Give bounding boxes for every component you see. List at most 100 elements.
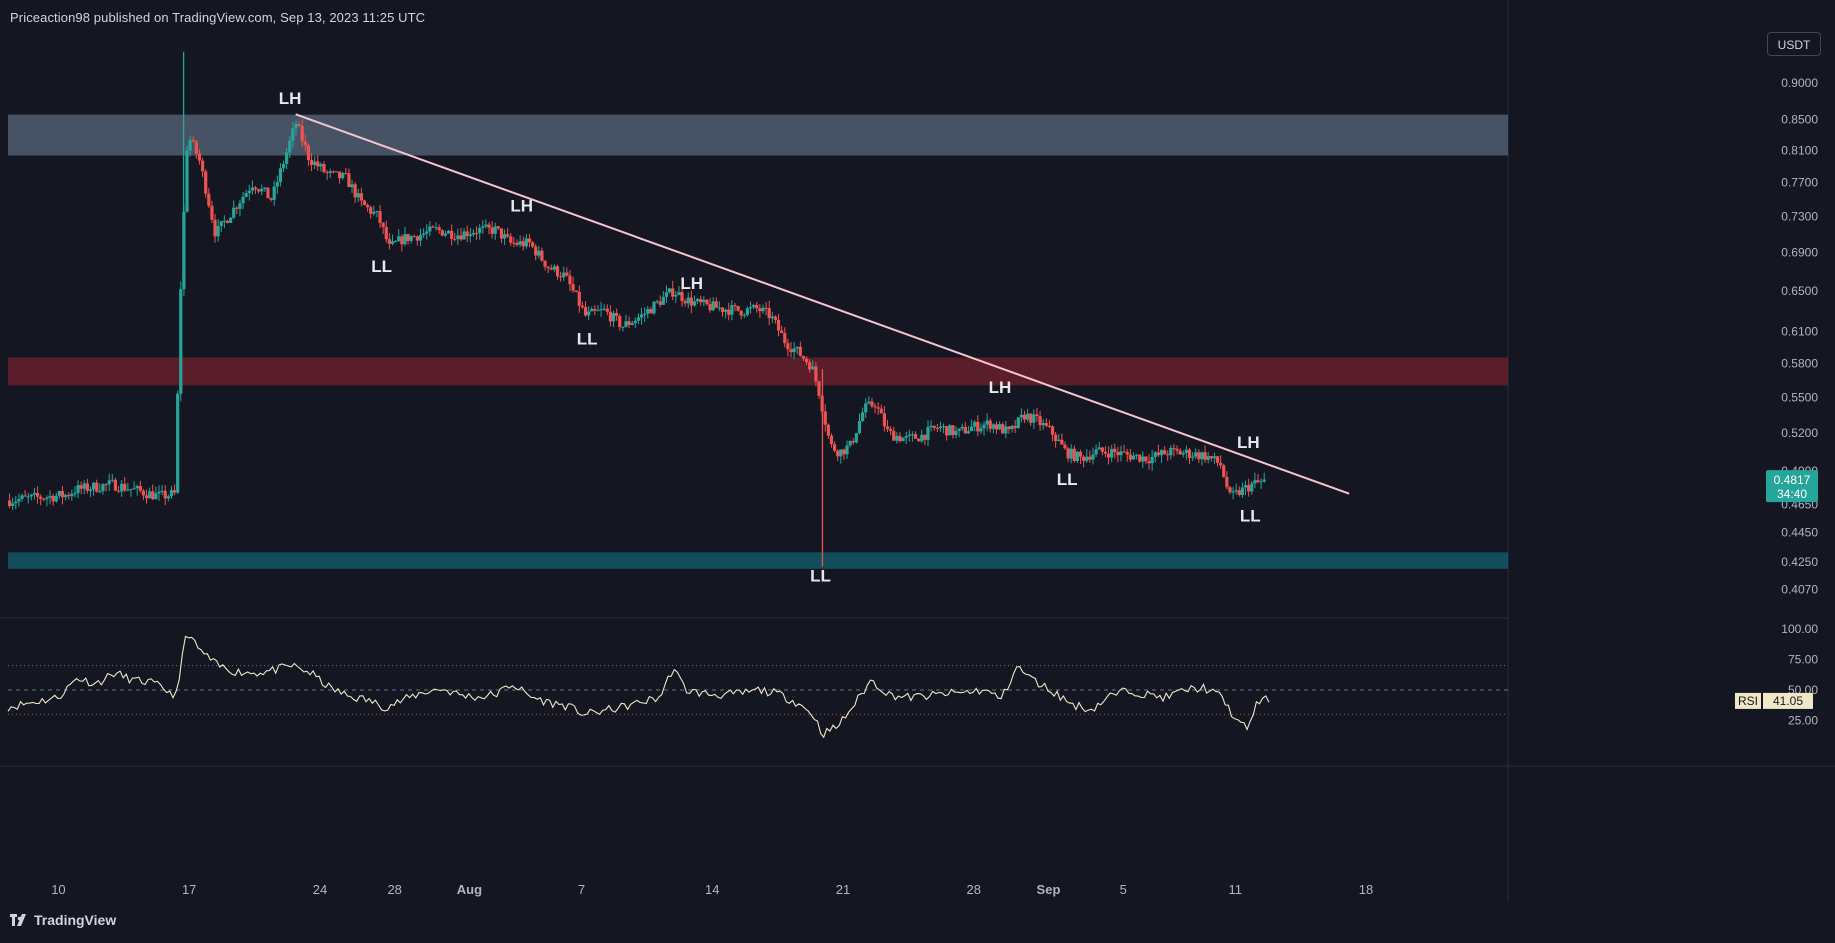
candle — [537, 245, 541, 259]
candle — [898, 432, 902, 443]
price-tick-label: 0.4450 — [1781, 526, 1818, 540]
candle — [253, 185, 258, 194]
candle-body — [758, 308, 762, 312]
candle-body — [652, 301, 656, 314]
candle-body — [7, 500, 12, 506]
candle — [29, 493, 33, 501]
candle-body — [555, 266, 560, 277]
candle — [179, 281, 183, 402]
candle-body — [294, 124, 298, 129]
candle-body — [1194, 452, 1198, 457]
candle — [493, 222, 497, 240]
candle — [45, 495, 49, 507]
candle-body — [266, 187, 270, 199]
candle-body — [1103, 451, 1108, 454]
candle — [861, 407, 865, 422]
candle — [1125, 448, 1129, 462]
candle — [20, 493, 24, 502]
candle — [200, 157, 205, 178]
candle-body — [1253, 480, 1257, 484]
candle — [456, 228, 460, 246]
candle-body — [1088, 456, 1092, 460]
candle — [468, 227, 472, 243]
candle — [932, 425, 936, 431]
candle — [210, 200, 214, 224]
candle-body — [583, 307, 588, 316]
candle — [92, 481, 96, 496]
candle-body — [462, 231, 466, 240]
candle-body — [966, 431, 971, 434]
candle — [913, 431, 918, 439]
rsi-tick-label: 100.00 — [1781, 622, 1818, 636]
trendline[interactable] — [295, 113, 1350, 495]
candle — [1054, 431, 1058, 448]
candle-body — [1035, 414, 1039, 417]
rsi-value-badge: RSI 41.05 — [1735, 692, 1813, 709]
candle-body — [639, 314, 644, 318]
candle — [334, 171, 339, 173]
candle-body — [892, 430, 896, 441]
candle — [260, 184, 264, 196]
candle-body — [1178, 450, 1182, 455]
candle-body — [197, 153, 202, 161]
candle-body — [331, 171, 335, 173]
candle-body — [151, 491, 155, 500]
footer-brand[interactable]: TradingView — [10, 912, 116, 928]
publisher-caption: Priceaction98 published on TradingView.c… — [10, 10, 426, 25]
candle — [1007, 425, 1011, 434]
candle-body — [1097, 447, 1101, 450]
candle — [1237, 486, 1241, 497]
candle — [1088, 450, 1092, 463]
candle — [443, 230, 448, 238]
candle — [1110, 444, 1114, 463]
candle — [1240, 482, 1245, 498]
candle — [1175, 445, 1179, 455]
candle — [842, 448, 846, 460]
candle-body — [51, 495, 55, 502]
candle — [767, 300, 771, 326]
candle — [446, 229, 451, 234]
candle — [409, 235, 413, 244]
candle-body — [1060, 439, 1064, 445]
candle-body — [692, 301, 697, 306]
candle-body — [832, 444, 837, 451]
candle — [39, 494, 43, 506]
candle-body — [337, 171, 342, 179]
candle-body — [241, 196, 245, 204]
candle-body — [384, 226, 388, 240]
candle — [845, 440, 849, 459]
candle-body — [496, 226, 500, 229]
candle-body — [434, 227, 438, 229]
candle — [403, 226, 407, 247]
candle — [515, 239, 519, 247]
currency-button[interactable]: USDT — [1767, 32, 1821, 56]
tradingview-logo-icon — [10, 914, 26, 926]
candle — [755, 301, 759, 313]
price-tick-label: 0.7300 — [1781, 210, 1818, 224]
price-tick-label: 0.4250 — [1781, 555, 1818, 569]
candle-body — [646, 309, 650, 314]
candle-body — [602, 308, 606, 310]
candle-body — [309, 159, 314, 165]
candle-body — [428, 226, 432, 232]
candle — [1029, 412, 1033, 427]
candle-body — [773, 316, 778, 320]
candle — [272, 180, 276, 206]
candle-body — [92, 482, 96, 490]
time-tick-label: 10 — [51, 882, 65, 897]
descending-trendline — [295, 113, 1350, 495]
candle-body — [300, 126, 304, 142]
candle-body — [1166, 454, 1170, 456]
candle-body — [406, 234, 410, 242]
candle — [786, 338, 790, 357]
time-axis[interactable]: 10 17 24 28 Aug 7 14 21 28 Sep 5 11 18 — [51, 882, 1373, 897]
candle — [733, 303, 737, 312]
candle — [705, 298, 709, 306]
candle — [437, 224, 441, 234]
candle-body — [35, 493, 40, 497]
candle — [720, 307, 725, 317]
candle-body — [633, 320, 637, 324]
candle-body — [247, 190, 251, 194]
candle-body — [957, 428, 961, 431]
